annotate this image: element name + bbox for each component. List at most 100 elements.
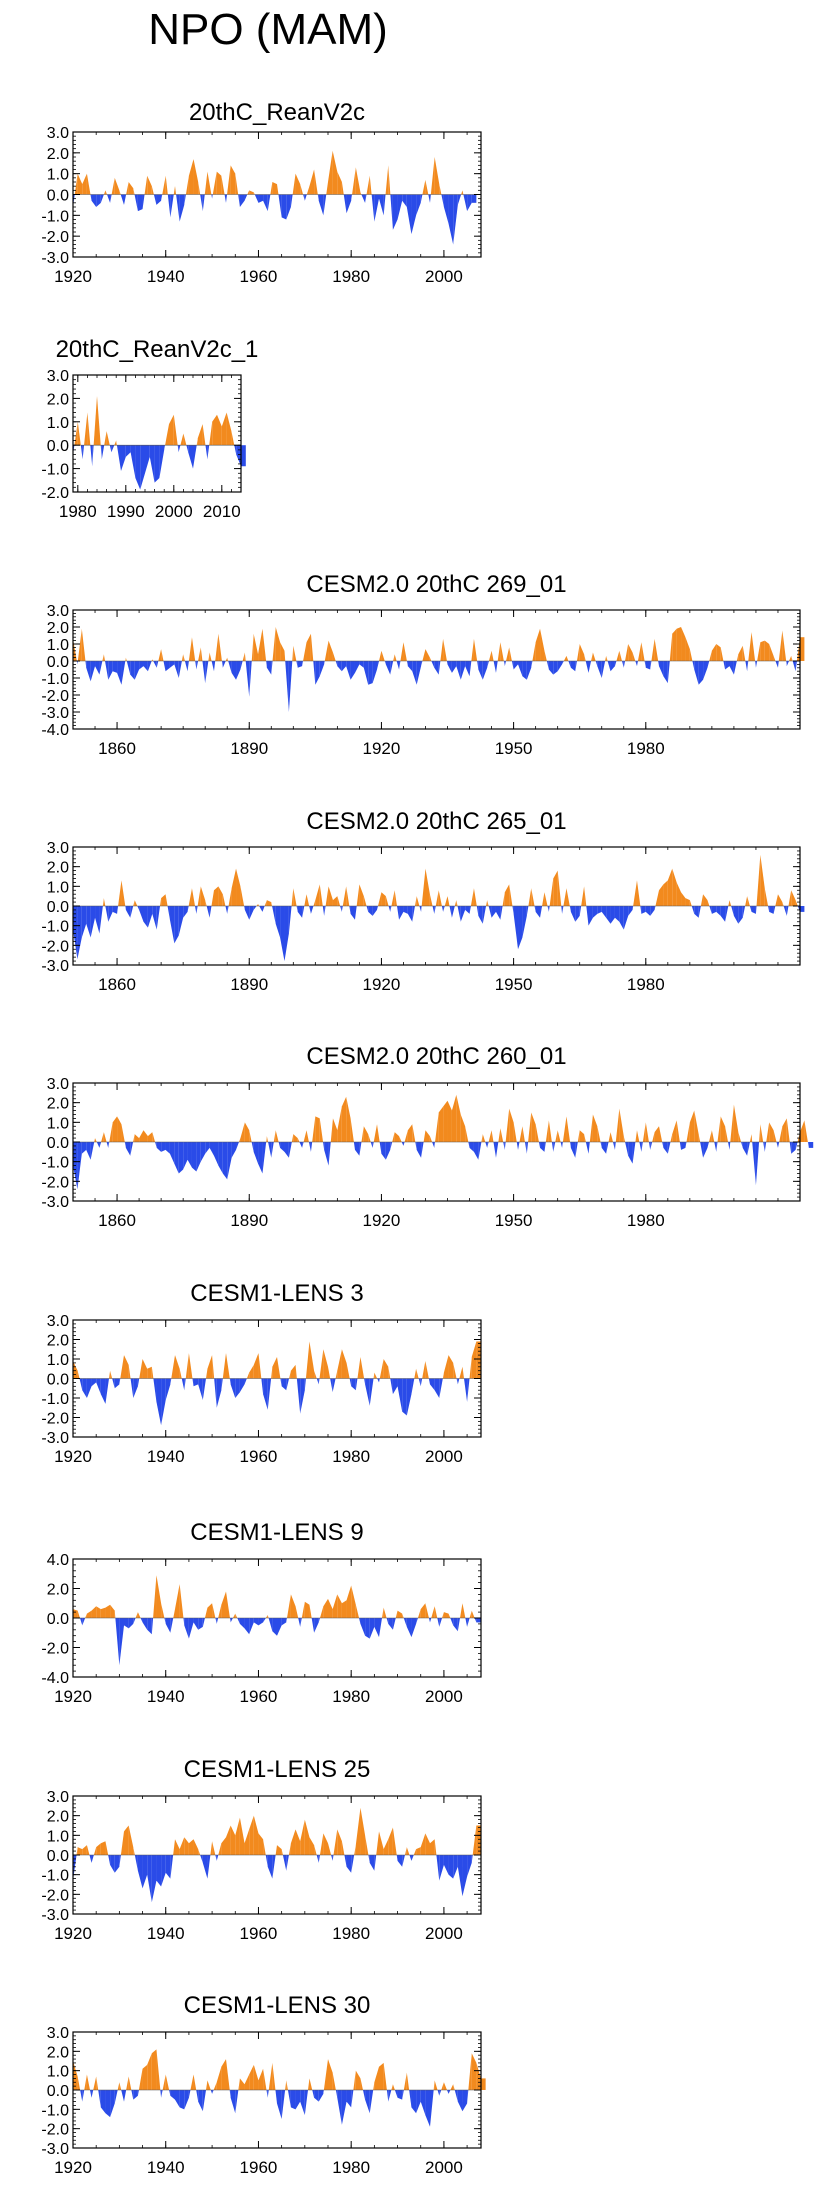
area-segment bbox=[314, 1618, 319, 1633]
area-segment bbox=[156, 1378, 162, 1426]
area-segment bbox=[229, 2090, 231, 2098]
area-segment bbox=[93, 2076, 97, 2090]
area-segment bbox=[632, 652, 636, 661]
area-segment bbox=[210, 2090, 213, 2094]
area-segment bbox=[267, 1615, 269, 1618]
area-segment bbox=[226, 1353, 230, 1379]
x-tick-label: 1920 bbox=[54, 1924, 92, 1943]
area-segment bbox=[284, 1142, 289, 1158]
area-segment bbox=[151, 1855, 157, 1903]
area-segment bbox=[546, 661, 549, 670]
area-segment bbox=[505, 1108, 510, 1142]
area-segment bbox=[139, 906, 144, 922]
area-segment bbox=[742, 1142, 748, 1156]
area-segment bbox=[266, 1136, 267, 1142]
area-segment bbox=[755, 1142, 760, 1186]
area-segment bbox=[434, 661, 439, 675]
area-segment bbox=[331, 1855, 333, 1861]
area-segment bbox=[149, 445, 155, 483]
area-segment bbox=[263, 1378, 268, 1410]
area-segment bbox=[110, 1855, 115, 1873]
area-segment bbox=[431, 1606, 435, 1618]
area-segment bbox=[756, 854, 761, 906]
area-segment bbox=[738, 1132, 742, 1142]
area-segment bbox=[134, 194, 138, 212]
area-segment bbox=[213, 1142, 219, 1166]
area-segment bbox=[119, 1378, 121, 1385]
area-segment bbox=[73, 1855, 77, 1881]
area-segment bbox=[513, 661, 519, 670]
area-segment bbox=[355, 167, 361, 195]
area-segment bbox=[161, 1855, 166, 1887]
area-segment bbox=[570, 661, 576, 672]
area-segment bbox=[300, 2090, 305, 2116]
area-segment bbox=[95, 661, 100, 675]
area-segment bbox=[86, 1845, 90, 1855]
area-segment bbox=[258, 1353, 262, 1379]
area-segment bbox=[265, 1855, 268, 1867]
area-segment bbox=[453, 194, 458, 245]
area-segment bbox=[214, 1378, 217, 1408]
area-segment bbox=[456, 661, 461, 680]
area-segment bbox=[504, 661, 506, 667]
area-segment bbox=[235, 1378, 240, 1398]
area-segment bbox=[681, 1142, 686, 1150]
area-segment bbox=[184, 1618, 189, 1639]
area-segment bbox=[725, 906, 729, 922]
area-segment bbox=[211, 890, 214, 906]
area-segment bbox=[108, 1855, 111, 1865]
area-segment bbox=[592, 906, 598, 918]
area-segment bbox=[379, 1378, 380, 1383]
area-segment bbox=[120, 194, 124, 205]
area-segment bbox=[258, 2068, 264, 2090]
area-segment bbox=[652, 1132, 655, 1142]
area-segment bbox=[544, 1142, 546, 1152]
area-segment bbox=[307, 2078, 310, 2090]
area-segment bbox=[227, 165, 231, 195]
area-segment bbox=[130, 1142, 134, 1156]
area-segment bbox=[392, 1618, 396, 1630]
area-segment bbox=[606, 655, 608, 661]
area-segment bbox=[337, 1106, 342, 1142]
area-segment bbox=[235, 2090, 239, 2114]
area-segment bbox=[80, 445, 83, 460]
area-segment bbox=[672, 628, 677, 661]
area-segment bbox=[93, 396, 97, 446]
area-segment bbox=[382, 1607, 384, 1618]
area-segment bbox=[469, 1142, 474, 1152]
panel-title: CESM1-LENS 9 bbox=[190, 1519, 363, 1546]
chart-panel: CESM1-LENS 25-3.0-2.0-1.00.01.02.03.0192… bbox=[41, 1756, 482, 1943]
area-segment bbox=[788, 890, 792, 906]
area-segment bbox=[711, 1130, 715, 1142]
area-segment bbox=[309, 1604, 312, 1618]
area-segment bbox=[217, 414, 222, 446]
area-segment bbox=[128, 182, 134, 195]
area-segment bbox=[81, 628, 86, 661]
area-segment bbox=[749, 1134, 752, 1142]
area-segment bbox=[91, 1378, 97, 1387]
area-segment bbox=[195, 906, 197, 914]
area-segment bbox=[800, 1120, 805, 1142]
area-segment bbox=[632, 1142, 636, 1164]
area-segment bbox=[170, 194, 174, 218]
area-segment bbox=[173, 186, 175, 195]
area-segment bbox=[179, 194, 185, 222]
area-segment bbox=[377, 661, 380, 670]
area-segment bbox=[91, 2090, 94, 2098]
area-segment bbox=[99, 906, 103, 934]
area-segment bbox=[319, 1118, 324, 1142]
area-segment bbox=[209, 421, 213, 446]
area-segment bbox=[360, 1357, 365, 1379]
x-tick-label: 1860 bbox=[98, 1211, 136, 1230]
area-segment bbox=[125, 657, 127, 661]
area-segment bbox=[319, 1833, 324, 1855]
area-segment bbox=[418, 1378, 421, 1387]
area-segment bbox=[531, 661, 533, 668]
area-segment bbox=[218, 1142, 223, 1174]
area-segment bbox=[390, 906, 392, 912]
area-segment bbox=[191, 637, 196, 661]
area-segment bbox=[562, 906, 564, 914]
area-segment bbox=[184, 661, 188, 672]
area-segment bbox=[202, 424, 206, 446]
area-segment bbox=[184, 194, 186, 205]
